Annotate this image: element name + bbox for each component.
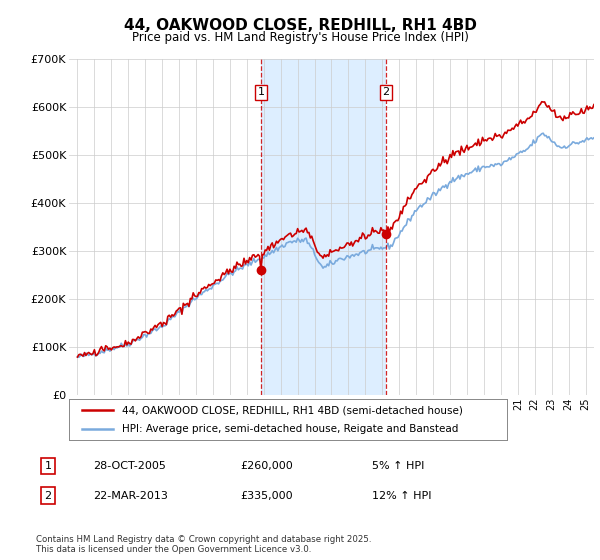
- Text: 2: 2: [382, 87, 389, 97]
- Text: HPI: Average price, semi-detached house, Reigate and Banstead: HPI: Average price, semi-detached house,…: [122, 424, 458, 433]
- Text: 2: 2: [44, 491, 52, 501]
- Text: 44, OAKWOOD CLOSE, REDHILL, RH1 4BD (semi-detached house): 44, OAKWOOD CLOSE, REDHILL, RH1 4BD (sem…: [122, 405, 463, 415]
- Text: 12% ↑ HPI: 12% ↑ HPI: [372, 491, 431, 501]
- Text: 22-MAR-2013: 22-MAR-2013: [93, 491, 168, 501]
- Text: £335,000: £335,000: [240, 491, 293, 501]
- Bar: [261, 59, 386, 395]
- Text: 5% ↑ HPI: 5% ↑ HPI: [372, 461, 424, 471]
- Text: Price paid vs. HM Land Registry's House Price Index (HPI): Price paid vs. HM Land Registry's House …: [131, 31, 469, 44]
- Text: 1: 1: [44, 461, 52, 471]
- Text: 28-OCT-2005: 28-OCT-2005: [93, 461, 166, 471]
- Text: Contains HM Land Registry data © Crown copyright and database right 2025.
This d: Contains HM Land Registry data © Crown c…: [36, 535, 371, 554]
- Text: £260,000: £260,000: [240, 461, 293, 471]
- Text: 44, OAKWOOD CLOSE, REDHILL, RH1 4BD: 44, OAKWOOD CLOSE, REDHILL, RH1 4BD: [124, 18, 476, 33]
- Text: 1: 1: [257, 87, 265, 97]
